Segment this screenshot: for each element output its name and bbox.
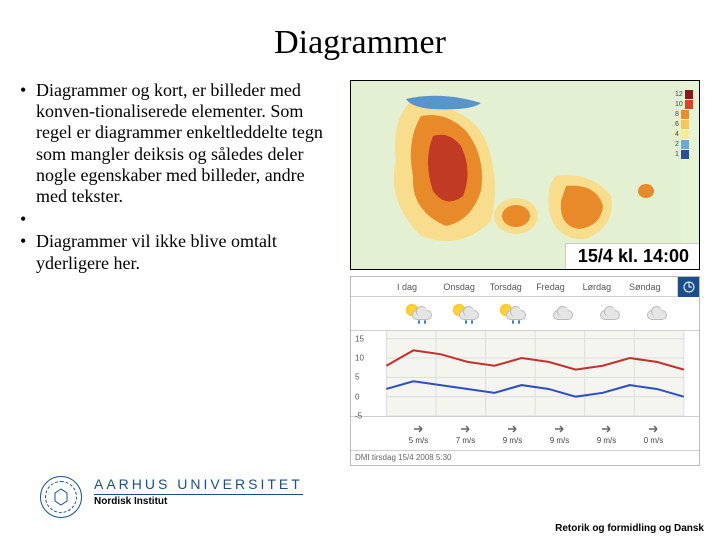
university-seal-icon: [40, 476, 82, 518]
legend-row: 8: [675, 109, 693, 119]
dmi-badge: [677, 277, 699, 297]
bullet-item: Diagrammer og kort, er billeder med konv…: [20, 80, 340, 207]
sun-cloud-rain-icon: [404, 302, 434, 326]
legend-row: 2: [675, 139, 693, 149]
day-label: Søndag: [629, 282, 677, 292]
wind-cell: 5 m/s: [395, 423, 442, 445]
cloud-icon: [592, 302, 622, 326]
sun-cloud-rain-icon: [498, 302, 528, 326]
sun-cloud-rain-icon: [451, 302, 481, 326]
y-tick-label: -5: [355, 412, 362, 421]
slide-title: Diagrammer: [0, 0, 720, 80]
day-label: Torsdag: [490, 282, 536, 292]
map-legend: 121086421: [675, 89, 693, 159]
wind-row: 5 m/s7 m/s9 m/s9 m/s9 m/s0 m/s: [351, 417, 699, 451]
y-tick-label: 10: [355, 354, 364, 363]
university-name: AARHUS UNIVERSITET: [94, 476, 303, 495]
wind-arrow-icon: [600, 423, 614, 435]
weather-icon-cell: [583, 302, 630, 326]
map-graphic: [351, 81, 681, 270]
weather-map: 121086421 15/4 kl. 14:00: [350, 80, 700, 270]
y-tick-label: 5: [355, 373, 359, 382]
legend-row: 4: [675, 129, 693, 139]
wind-cell: 9 m/s: [489, 423, 536, 445]
wind-cell: 7 m/s: [442, 423, 489, 445]
day-label: Fredag: [536, 282, 582, 292]
wind-arrow-icon: [412, 423, 426, 435]
legend-row: 12: [675, 89, 693, 99]
legend-row: 10: [675, 99, 693, 109]
wind-arrow-icon: [647, 423, 661, 435]
wind-cell: 0 m/s: [630, 423, 677, 445]
weather-icon-cell: [442, 302, 489, 326]
legend-row: 6: [675, 119, 693, 129]
cloud-icon: [639, 302, 669, 326]
forecast-icons-row: [351, 297, 699, 331]
day-label: Onsdag: [443, 282, 489, 292]
wind-cell: 9 m/s: [536, 423, 583, 445]
bullet-item: Diagrammer vil ikke blive omtalt yderlig…: [20, 231, 340, 273]
weather-icon-cell: [630, 302, 677, 326]
day-label: Lørdag: [583, 282, 629, 292]
bullet-list: Diagrammer og kort, er billeder med konv…: [20, 80, 350, 466]
wind-cell: 9 m/s: [583, 423, 630, 445]
forecast-footer: DMI tirsdag 15/4 2008 5:30: [351, 451, 699, 465]
y-tick-label: 15: [355, 334, 364, 343]
cloud-icon: [545, 302, 575, 326]
temperature-chart: 151050-5: [351, 331, 699, 417]
institute-name: Nordisk Institut: [94, 495, 303, 507]
y-tick-label: 0: [355, 392, 359, 401]
forecast-day-header: I dagOnsdagTorsdagFredagLørdagSøndag: [351, 277, 699, 297]
wind-arrow-icon: [459, 423, 473, 435]
course-name: Retorik og formidling og Dansk: [555, 523, 704, 534]
weather-icon-cell: [489, 302, 536, 326]
bullet-item: [20, 209, 340, 229]
weather-icon-cell: [536, 302, 583, 326]
day-label: I dag: [397, 282, 443, 292]
slide-footer: AARHUS UNIVERSITET Nordisk Institut Reto…: [0, 468, 720, 540]
wind-arrow-icon: [553, 423, 567, 435]
map-caption: 15/4 kl. 14:00: [565, 243, 699, 269]
forecast-panel: I dagOnsdagTorsdagFredagLørdagSøndag 15 1…: [350, 276, 700, 466]
wind-arrow-icon: [506, 423, 520, 435]
weather-icon-cell: [395, 302, 442, 326]
legend-row: 1: [675, 149, 693, 159]
